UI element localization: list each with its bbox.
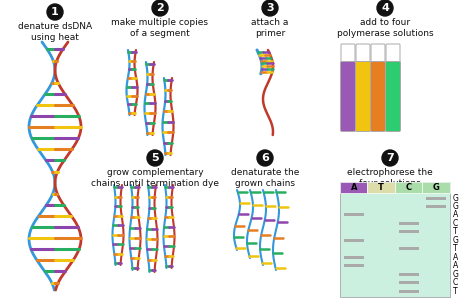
Bar: [367, 182, 395, 193]
FancyBboxPatch shape: [356, 61, 371, 132]
Text: 1: 1: [51, 7, 59, 17]
Bar: [399, 222, 419, 225]
FancyBboxPatch shape: [341, 44, 355, 64]
Bar: [399, 281, 419, 284]
Bar: [344, 239, 364, 242]
Text: T: T: [453, 287, 457, 296]
Text: C: C: [406, 183, 412, 192]
Bar: [395, 182, 422, 193]
Circle shape: [382, 150, 398, 166]
Bar: [422, 182, 450, 193]
Text: G: G: [453, 236, 459, 245]
Circle shape: [257, 150, 273, 166]
Text: T: T: [453, 244, 457, 253]
Text: A: A: [453, 261, 458, 270]
Text: 6: 6: [261, 153, 269, 163]
Bar: [426, 205, 446, 208]
Bar: [399, 247, 419, 250]
FancyBboxPatch shape: [356, 44, 370, 64]
Text: denaturate the
grown chains: denaturate the grown chains: [231, 168, 299, 188]
FancyBboxPatch shape: [386, 44, 400, 64]
Text: grow complementary
chains until termination dye: grow complementary chains until terminat…: [91, 168, 219, 188]
Text: 2: 2: [156, 3, 164, 13]
Bar: [340, 182, 450, 297]
Text: attach a
primer: attach a primer: [251, 18, 289, 38]
Bar: [399, 273, 419, 276]
Text: G: G: [453, 202, 459, 211]
FancyBboxPatch shape: [371, 44, 385, 64]
Text: G: G: [453, 270, 459, 279]
Text: 5: 5: [151, 153, 159, 163]
Bar: [340, 182, 367, 193]
Circle shape: [152, 0, 168, 16]
Text: G: G: [453, 194, 459, 203]
Bar: [344, 213, 364, 216]
Circle shape: [47, 4, 63, 20]
Text: electrophorese the
four solutions: electrophorese the four solutions: [347, 168, 433, 188]
Bar: [399, 230, 419, 233]
Text: A: A: [453, 253, 458, 262]
Text: G: G: [433, 183, 440, 192]
Text: A: A: [453, 210, 458, 219]
Circle shape: [147, 150, 163, 166]
Text: T: T: [453, 227, 457, 236]
Text: make multiple copies
of a segment: make multiple copies of a segment: [111, 18, 209, 38]
Circle shape: [262, 0, 278, 16]
FancyBboxPatch shape: [385, 61, 401, 132]
Circle shape: [377, 0, 393, 16]
Text: 3: 3: [266, 3, 274, 13]
Bar: [426, 197, 446, 200]
Bar: [399, 290, 419, 293]
FancyBboxPatch shape: [340, 61, 356, 132]
Text: C: C: [453, 219, 458, 228]
Text: T: T: [378, 183, 384, 192]
Text: C: C: [453, 278, 458, 287]
FancyBboxPatch shape: [371, 61, 385, 132]
Bar: [344, 256, 364, 259]
Text: add to four
polymerase solutions: add to four polymerase solutions: [337, 18, 433, 38]
Bar: [344, 264, 364, 267]
Text: denature dsDNA
using heat: denature dsDNA using heat: [18, 22, 92, 42]
Text: 4: 4: [381, 3, 389, 13]
Text: 7: 7: [386, 153, 394, 163]
Text: A: A: [350, 183, 357, 192]
